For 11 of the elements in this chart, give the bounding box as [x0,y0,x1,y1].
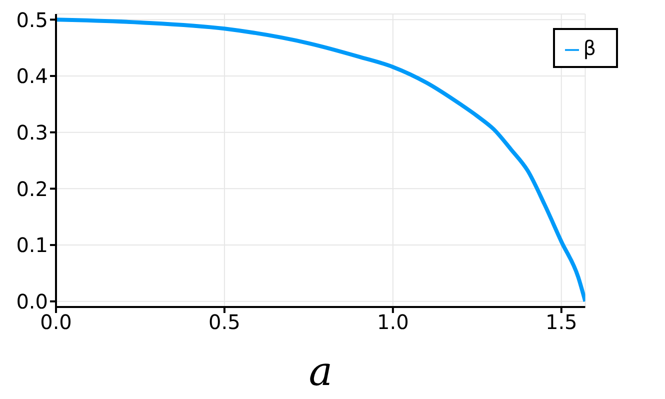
x-tick-label: 1.5 [545,310,578,334]
line-series [56,18,586,304]
x-axis-title: a [308,349,333,395]
y-tick-label: 0.1 [16,233,48,258]
y-tick-label: 0.5 [16,8,48,32]
legend-label: β [583,36,596,60]
y-tick-label: 0.3 [16,120,48,144]
y-tick-label: 0.2 [16,176,48,201]
x-tick-label: 1.0 [377,310,409,334]
y-tick-label: 0.4 [16,64,48,88]
x-tick-label: 0.5 [208,310,240,334]
